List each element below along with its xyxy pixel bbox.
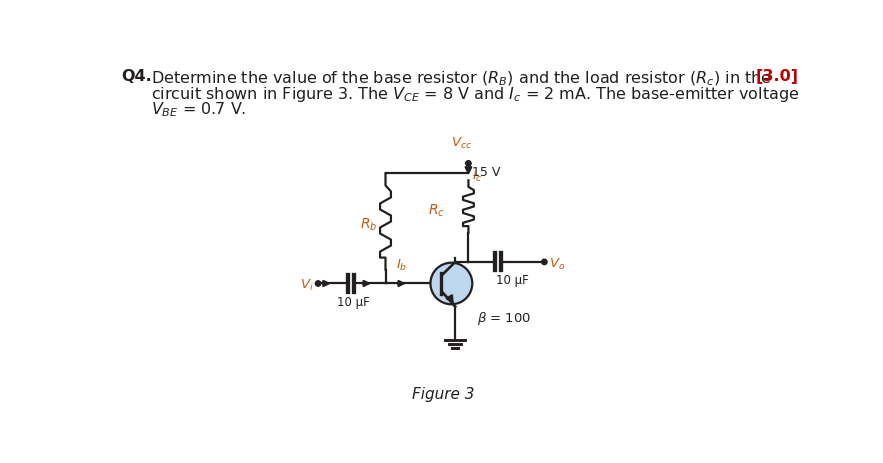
Text: $R_c$: $R_c$ (428, 202, 445, 219)
Text: Q4.: Q4. (121, 69, 152, 84)
Text: $\beta$ = 100: $\beta$ = 100 (477, 310, 532, 327)
Text: 10 μF: 10 μF (336, 296, 369, 309)
Circle shape (541, 259, 547, 265)
Circle shape (430, 263, 472, 304)
Circle shape (465, 161, 472, 166)
Text: $V_i$: $V_i$ (300, 277, 313, 293)
Text: $V_{BE}$ = 0.7 V.: $V_{BE}$ = 0.7 V. (151, 100, 246, 119)
Text: Determine the value of the base resistor ($R_B$) and the load resistor ($R_c$) i: Determine the value of the base resistor… (151, 69, 772, 88)
Text: 15 V: 15 V (472, 166, 501, 180)
Text: 10 μF: 10 μF (496, 274, 529, 287)
Text: $R_b$: $R_b$ (360, 217, 378, 233)
Text: $I_b$: $I_b$ (396, 257, 408, 273)
Text: Figure 3: Figure 3 (412, 387, 475, 402)
Text: $V_{cc}$: $V_{cc}$ (451, 136, 472, 151)
Text: $I_c$: $I_c$ (472, 169, 483, 184)
Text: [3.0]: [3.0] (756, 69, 799, 84)
Circle shape (315, 281, 321, 286)
Text: $V_o$: $V_o$ (549, 257, 565, 272)
Text: circuit shown in Figure 3. The $V_{CE}$ = 8 V and $I_c$ = 2 mA. The base-emitter: circuit shown in Figure 3. The $V_{CE}$ … (151, 85, 799, 104)
